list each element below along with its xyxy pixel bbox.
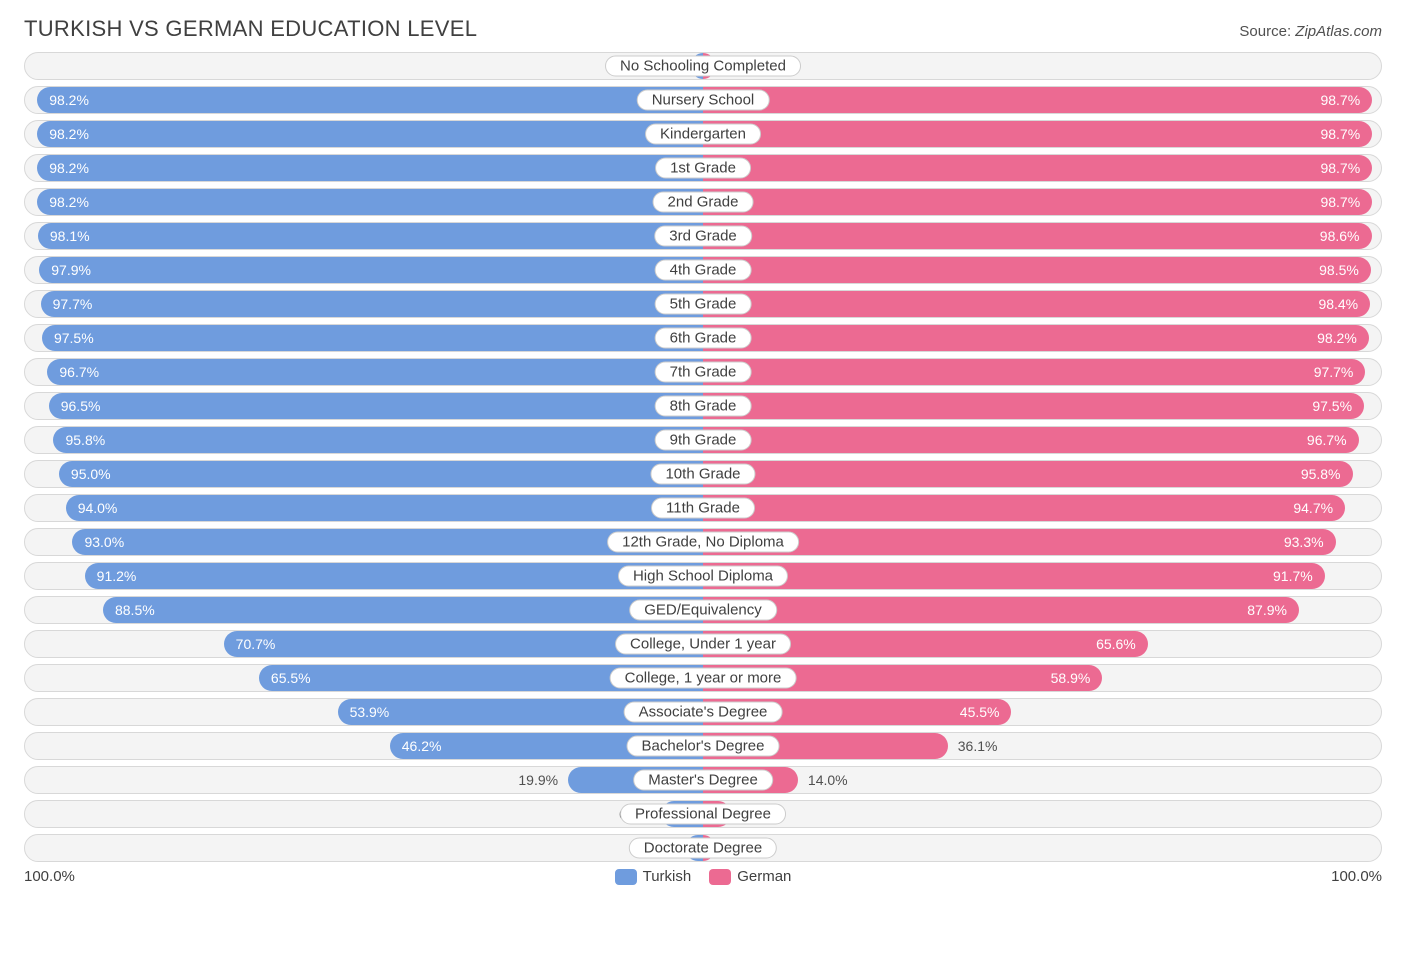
chart-row: 97.5%98.2%6th Grade [24, 324, 1382, 352]
category-label: Bachelor's Degree [627, 736, 780, 757]
bar-german: 98.6% [703, 223, 1372, 249]
category-label: 9th Grade [655, 430, 752, 451]
chart-row: 65.5%58.9%College, 1 year or more [24, 664, 1382, 692]
bar-german-value: 36.1% [948, 738, 1008, 754]
legend-item-german: German [709, 868, 791, 885]
chart-row: 53.9%45.5%Associate's Degree [24, 698, 1382, 726]
bar-german: 96.7% [703, 427, 1359, 453]
legend-item-turkish: Turkish [615, 868, 692, 885]
chart-row: 6.2%4.1%Professional Degree [24, 800, 1382, 828]
bar-german: 94.7% [703, 495, 1345, 521]
chart-row: 93.0%93.3%12th Grade, No Diploma [24, 528, 1382, 556]
source-name: ZipAtlas.com [1295, 23, 1382, 40]
category-label: 1st Grade [655, 158, 751, 179]
category-label: High School Diploma [618, 566, 788, 587]
chart-row: 98.2%98.7%Kindergarten [24, 120, 1382, 148]
chart-row: 95.0%95.8%10th Grade [24, 460, 1382, 488]
category-label: 6th Grade [655, 328, 752, 349]
category-label: Nursery School [637, 90, 770, 111]
category-label: 11th Grade [651, 498, 755, 519]
chart-footer: 100.0% Turkish German 100.0% [24, 862, 1382, 885]
chart-row: 95.8%96.7%9th Grade [24, 426, 1382, 454]
category-label: Associate's Degree [624, 702, 783, 723]
chart-row: 46.2%36.1%Bachelor's Degree [24, 732, 1382, 760]
category-label: 8th Grade [655, 396, 752, 417]
category-label: GED/Equivalency [629, 600, 777, 621]
chart-row: 97.9%98.5%4th Grade [24, 256, 1382, 284]
chart-row: 96.7%97.7%7th Grade [24, 358, 1382, 386]
chart-row: 2.7%1.8%Doctorate Degree [24, 834, 1382, 862]
category-label: No Schooling Completed [605, 56, 801, 77]
legend: Turkish German [615, 868, 792, 885]
chart-source: Source: ZipAtlas.com [1239, 23, 1382, 40]
bar-turkish: 97.9% [39, 257, 703, 283]
bar-turkish: 98.2% [37, 87, 703, 113]
bar-turkish: 94.0% [66, 495, 703, 521]
category-label: 4th Grade [655, 260, 752, 281]
chart-row: 70.7%65.6%College, Under 1 year [24, 630, 1382, 658]
legend-label-turkish: Turkish [643, 868, 692, 885]
chart-row: 96.5%97.5%8th Grade [24, 392, 1382, 420]
chart-row: 91.2%91.7%High School Diploma [24, 562, 1382, 590]
category-label: College, 1 year or more [610, 668, 797, 689]
bar-turkish: 98.2% [37, 121, 703, 147]
bar-german: 91.7% [703, 563, 1325, 589]
category-label: College, Under 1 year [615, 634, 791, 655]
bar-german: 97.7% [703, 359, 1365, 385]
category-label: 10th Grade [650, 464, 755, 485]
category-label: 5th Grade [655, 294, 752, 315]
bar-turkish: 96.7% [47, 359, 703, 385]
axis-max-right: 100.0% [1331, 868, 1382, 885]
bar-turkish: 97.7% [41, 291, 703, 317]
bar-turkish: 91.2% [85, 563, 703, 589]
category-label: Kindergarten [645, 124, 761, 145]
bar-turkish: 88.5% [103, 597, 703, 623]
bar-german: 95.8% [703, 461, 1353, 487]
bar-turkish: 95.8% [53, 427, 703, 453]
axis-max-left: 100.0% [24, 868, 75, 885]
chart-row: 88.5%87.9%GED/Equivalency [24, 596, 1382, 624]
category-label: Master's Degree [633, 770, 773, 791]
bar-german: 98.5% [703, 257, 1371, 283]
legend-label-german: German [737, 868, 791, 885]
bar-german: 98.7% [703, 87, 1372, 113]
chart-title: TURKISH VS GERMAN EDUCATION LEVEL [24, 16, 477, 42]
chart-header: TURKISH VS GERMAN EDUCATION LEVEL Source… [24, 16, 1382, 52]
source-label: Source: [1239, 23, 1295, 40]
bar-german: 98.7% [703, 155, 1372, 181]
legend-swatch-german [709, 869, 731, 885]
bar-turkish: 98.1% [38, 223, 703, 249]
bar-german: 97.5% [703, 393, 1364, 419]
legend-swatch-turkish [615, 869, 637, 885]
category-label: 12th Grade, No Diploma [607, 532, 799, 553]
category-label: 2nd Grade [653, 192, 754, 213]
bar-german: 98.4% [703, 291, 1370, 317]
bar-german: 98.7% [703, 121, 1372, 147]
diverging-bar-chart: 1.8%1.4%No Schooling Completed98.2%98.7%… [24, 52, 1382, 862]
bar-german: 98.2% [703, 325, 1369, 351]
chart-row: 98.2%98.7%1st Grade [24, 154, 1382, 182]
category-label: 3rd Grade [654, 226, 752, 247]
bar-turkish: 95.0% [59, 461, 703, 487]
chart-row: 98.2%98.7%2nd Grade [24, 188, 1382, 216]
chart-row: 98.1%98.6%3rd Grade [24, 222, 1382, 250]
category-label: Doctorate Degree [629, 838, 777, 859]
bar-turkish: 98.2% [37, 189, 703, 215]
chart-row: 94.0%94.7%11th Grade [24, 494, 1382, 522]
bar-turkish-value: 19.9% [508, 772, 568, 788]
chart-row: 19.9% 14.0% Master's Degree [24, 766, 1382, 794]
chart-row: 97.7%98.4%5th Grade [24, 290, 1382, 318]
bar-turkish: 96.5% [49, 393, 703, 419]
bar-german: 87.9% [703, 597, 1299, 623]
bar-german: 98.7% [703, 189, 1372, 215]
category-label: Professional Degree [620, 804, 786, 825]
category-label: 7th Grade [655, 362, 752, 383]
bar-turkish: 98.2% [37, 155, 703, 181]
bar-turkish: 97.5% [42, 325, 703, 351]
chart-row: 1.8%1.4%No Schooling Completed [24, 52, 1382, 80]
bar-german-value: 14.0% [798, 772, 858, 788]
chart-row: 98.2%98.7%Nursery School [24, 86, 1382, 114]
